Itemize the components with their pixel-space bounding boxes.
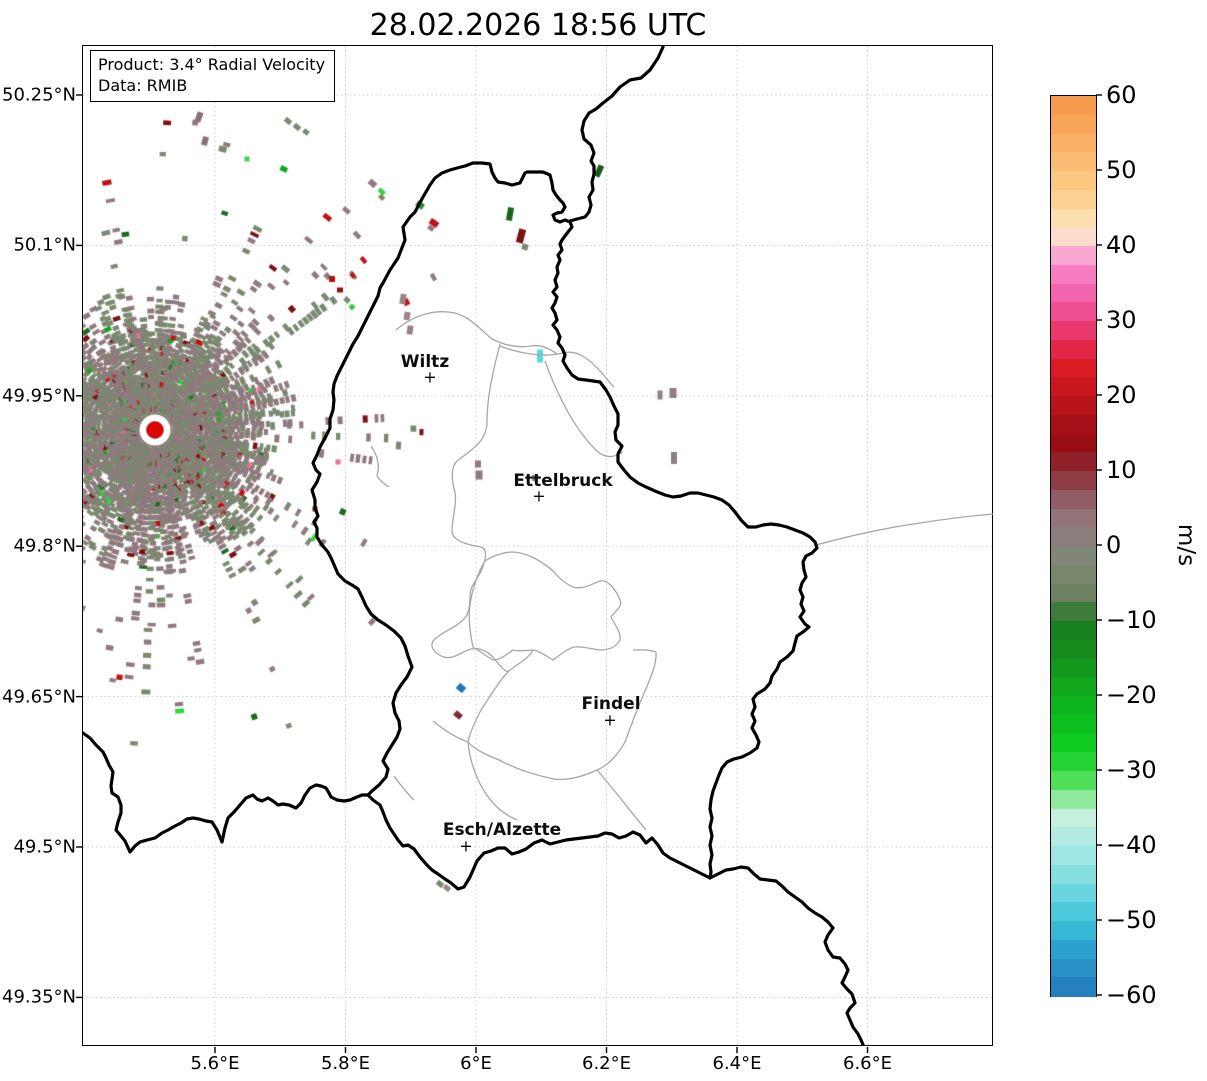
colorbar-unit-label: m/s	[1173, 523, 1199, 567]
luxembourg-country-border	[310, 161, 819, 891]
colorbar	[1050, 95, 1097, 997]
colorbar-band	[1051, 921, 1096, 941]
lat-tick-label: 49.95°N	[2, 385, 76, 407]
city-plus-marker: +	[603, 710, 617, 730]
city-plus-marker: +	[532, 486, 546, 506]
colorbar-band	[1051, 208, 1096, 228]
lon-tick-label: 5.6°E	[190, 1053, 240, 1074]
colorbar-band	[1051, 508, 1096, 528]
colorbar-band	[1051, 564, 1096, 585]
colorbar-tick-label: −40	[1106, 831, 1157, 859]
colorbar-band	[1051, 958, 1096, 978]
lat-tick-label: 50.25°N	[2, 84, 76, 106]
colorbar-tick-label: −60	[1106, 981, 1157, 1009]
colorbar-band	[1051, 789, 1096, 810]
colorbar-band	[1051, 546, 1096, 566]
colorbar-band	[1051, 96, 1096, 116]
colorbar-band	[1051, 939, 1096, 960]
axis-tick-marks	[76, 94, 1102, 1053]
colorbar-tick-label: −50	[1106, 906, 1157, 934]
france-germany-border	[708, 865, 865, 1045]
data-source-line: Data: RMIB	[98, 76, 188, 95]
city-plus-marker: +	[459, 836, 473, 856]
lat-tick-label: 49.8°N	[13, 535, 76, 557]
colorbar-band	[1051, 771, 1096, 791]
colorbar-band	[1051, 471, 1096, 491]
colorbar-band	[1051, 189, 1096, 210]
colorbar-band	[1051, 602, 1096, 622]
lon-tick-label: 6.4°E	[712, 1053, 762, 1074]
canton-borders	[370, 311, 993, 831]
colorbar-band	[1051, 302, 1096, 322]
colorbar-band	[1051, 977, 1096, 997]
lon-tick-label: 6.6°E	[843, 1053, 892, 1074]
colorbar-band	[1051, 696, 1096, 716]
city-label-wiltz: Wiltz	[400, 352, 450, 372]
colorbar-band	[1051, 583, 1096, 603]
colorbar-tick-label: 40	[1106, 231, 1137, 259]
colorbar-band	[1051, 264, 1096, 285]
colorbar-band	[1051, 752, 1096, 772]
lon-tick-label: 6°E	[460, 1053, 492, 1074]
city-label-ettelbruck: Ettelbruck	[513, 471, 613, 491]
product-info-box: Product: 3.4° Radial Velocity Data: RMIB	[90, 50, 336, 102]
lat-tick-label: 50.1°N	[13, 234, 76, 256]
colorbar-tick-label: 0	[1106, 531, 1122, 559]
colorbar-tick-label: 60	[1106, 81, 1137, 109]
colorbar-band	[1051, 133, 1096, 153]
lat-tick-label: 49.5°N	[13, 836, 76, 858]
colorbar-band	[1051, 152, 1096, 172]
colorbar-band	[1051, 171, 1096, 191]
lon-tick-label: 5.8°E	[321, 1053, 370, 1074]
belgium-france-border	[83, 731, 370, 854]
colorbar-band	[1051, 283, 1096, 303]
colorbar-tick-label: 20	[1106, 381, 1137, 409]
colorbar-band	[1051, 714, 1096, 735]
colorbar-band	[1051, 658, 1096, 678]
colorbar-band	[1051, 114, 1096, 135]
colorbar-band	[1051, 433, 1096, 453]
colorbar-band	[1051, 527, 1096, 547]
colorbar-band	[1051, 883, 1096, 903]
colorbar-band	[1051, 452, 1096, 472]
city-label-findel: Findel	[581, 694, 641, 714]
colorbar-band	[1051, 639, 1096, 660]
belgium-germany-border	[568, 46, 665, 223]
colorbar-band	[1051, 396, 1096, 416]
colorbar-band	[1051, 827, 1096, 847]
lat-tick-label: 49.35°N	[2, 986, 76, 1008]
colorbar-band	[1051, 808, 1096, 828]
colorbar-band	[1051, 489, 1096, 510]
city-plus-marker: +	[423, 367, 437, 387]
colorbar-band	[1051, 246, 1096, 266]
product-line: Product: 3.4° Radial Velocity	[98, 55, 326, 74]
colorbar-tick-label: −20	[1106, 681, 1157, 709]
colorbar-tick-label: 30	[1106, 306, 1137, 334]
colorbar-band	[1051, 414, 1096, 435]
colorbar-band	[1051, 321, 1096, 341]
colorbar-band	[1051, 864, 1096, 885]
colorbar-band	[1051, 377, 1096, 397]
colorbar-tick-label: −30	[1106, 756, 1157, 784]
colorbar-tick-label: 10	[1106, 456, 1137, 484]
city-label-esch-alzette: Esch/Alzette	[442, 820, 562, 840]
colorbar-band	[1051, 677, 1096, 697]
colorbar-band	[1051, 733, 1096, 753]
colorbar-band	[1051, 227, 1096, 247]
lat-tick-label: 49.65°N	[2, 686, 76, 708]
colorbar-band	[1051, 339, 1096, 360]
colorbar-tick-label: −10	[1106, 606, 1157, 634]
colorbar-tick-label: 50	[1106, 156, 1137, 184]
lon-tick-label: 6.2°E	[582, 1053, 631, 1074]
colorbar-band	[1051, 902, 1096, 922]
colorbar-band	[1051, 621, 1096, 641]
colorbar-band	[1051, 358, 1096, 378]
colorbar-band	[1051, 846, 1096, 866]
